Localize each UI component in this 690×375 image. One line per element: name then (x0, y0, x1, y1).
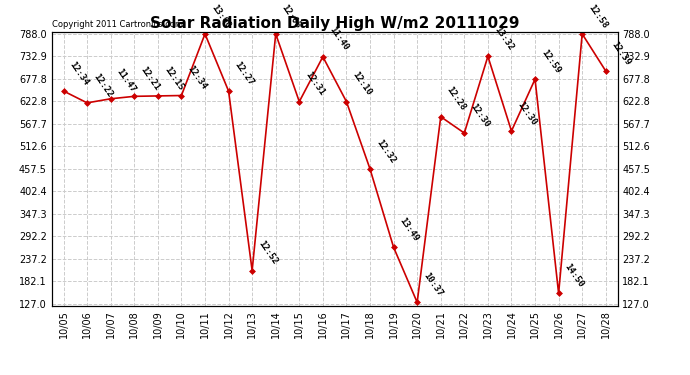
Text: 12:39: 12:39 (610, 40, 633, 67)
Text: 12:21: 12:21 (139, 65, 161, 92)
Text: 11:40: 11:40 (327, 26, 350, 53)
Text: 12:52: 12:52 (256, 239, 279, 266)
Text: 13:00: 13:00 (209, 3, 232, 30)
Text: 11:47: 11:47 (115, 68, 137, 94)
Text: 12:30: 12:30 (515, 100, 538, 127)
Text: 12:27: 12:27 (233, 60, 255, 87)
Text: 12:59: 12:59 (539, 48, 562, 75)
Title: Solar Radiation Daily High W/m2 20111029: Solar Radiation Daily High W/m2 20111029 (150, 16, 520, 31)
Text: 13:49: 13:49 (397, 216, 420, 243)
Text: 12:22: 12:22 (91, 72, 114, 99)
Text: 12:05: 12:05 (280, 3, 303, 30)
Text: 12:31: 12:31 (304, 70, 326, 98)
Text: 12:10: 12:10 (351, 70, 373, 98)
Text: 12:30: 12:30 (469, 102, 491, 129)
Text: 13:32: 13:32 (492, 25, 515, 52)
Text: 10:37: 10:37 (422, 271, 444, 298)
Text: 12:32: 12:32 (374, 138, 397, 165)
Text: 12:58: 12:58 (586, 3, 609, 30)
Text: 12:34: 12:34 (186, 64, 208, 92)
Text: 14:50: 14:50 (563, 262, 586, 289)
Text: 12:28: 12:28 (445, 86, 468, 112)
Text: 12:15: 12:15 (162, 64, 185, 92)
Text: Copyright 2011 Cartronics.com: Copyright 2011 Cartronics.com (52, 20, 183, 29)
Text: 12:34: 12:34 (68, 60, 90, 87)
